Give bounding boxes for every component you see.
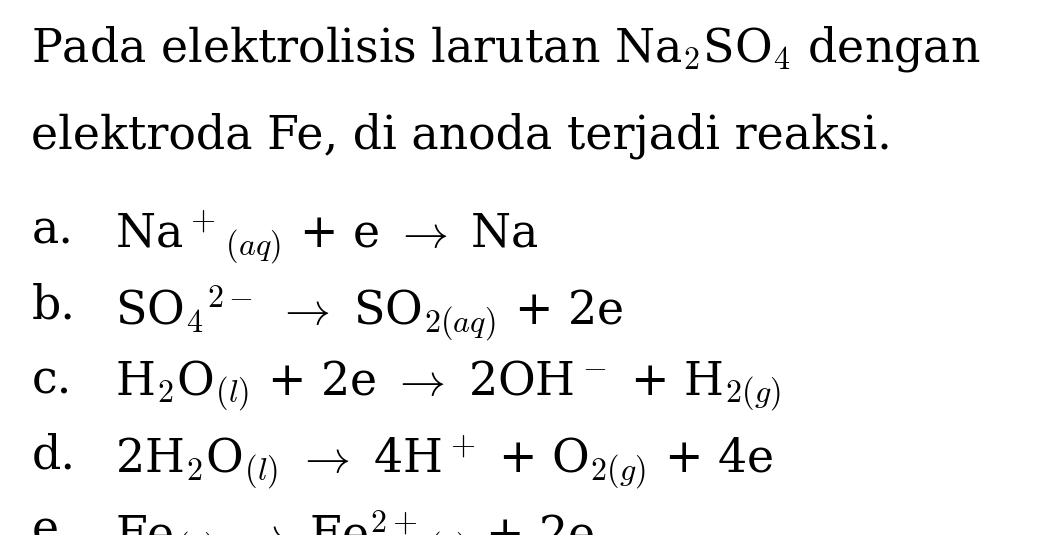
Text: elektroda Fe, di anoda terjadi reaksi.: elektroda Fe, di anoda terjadi reaksi. bbox=[31, 112, 893, 159]
Text: e.: e. bbox=[31, 508, 73, 535]
Text: a.: a. bbox=[31, 209, 73, 254]
Text: Fe$_{(s)}$ $\rightarrow$ Fe$^{2+}$$_{(s)}$ + 2e: Fe$_{(s)}$ $\rightarrow$ Fe$^{2+}$$_{(s)… bbox=[115, 508, 595, 535]
Text: c.: c. bbox=[31, 358, 71, 404]
Text: b.: b. bbox=[31, 284, 76, 329]
Text: H$_2$O$_{(l)}$ + 2e $\rightarrow$ 2OH$^-$ + H$_{2(g)}$: H$_2$O$_{(l)}$ + 2e $\rightarrow$ 2OH$^-… bbox=[115, 358, 782, 414]
Text: 2H$_2$O$_{(l)}$ $\rightarrow$ 4H$^+$ + O$_{2(g)}$ + 4e: 2H$_2$O$_{(l)}$ $\rightarrow$ 4H$^+$ + O… bbox=[115, 433, 774, 492]
Text: d.: d. bbox=[31, 433, 76, 479]
Text: SO$_4$$^{2-}$ $\rightarrow$ SO$_{2(aq)}$ + 2e: SO$_4$$^{2-}$ $\rightarrow$ SO$_{2(aq)}$… bbox=[115, 284, 623, 344]
Text: Na$^+$$_{(aq)}$ + e $\rightarrow$ Na: Na$^+$$_{(aq)}$ + e $\rightarrow$ Na bbox=[115, 209, 539, 267]
Text: Pada elektrolisis larutan Na$_2$SO$_4$ dengan: Pada elektrolisis larutan Na$_2$SO$_4$ d… bbox=[31, 24, 981, 74]
